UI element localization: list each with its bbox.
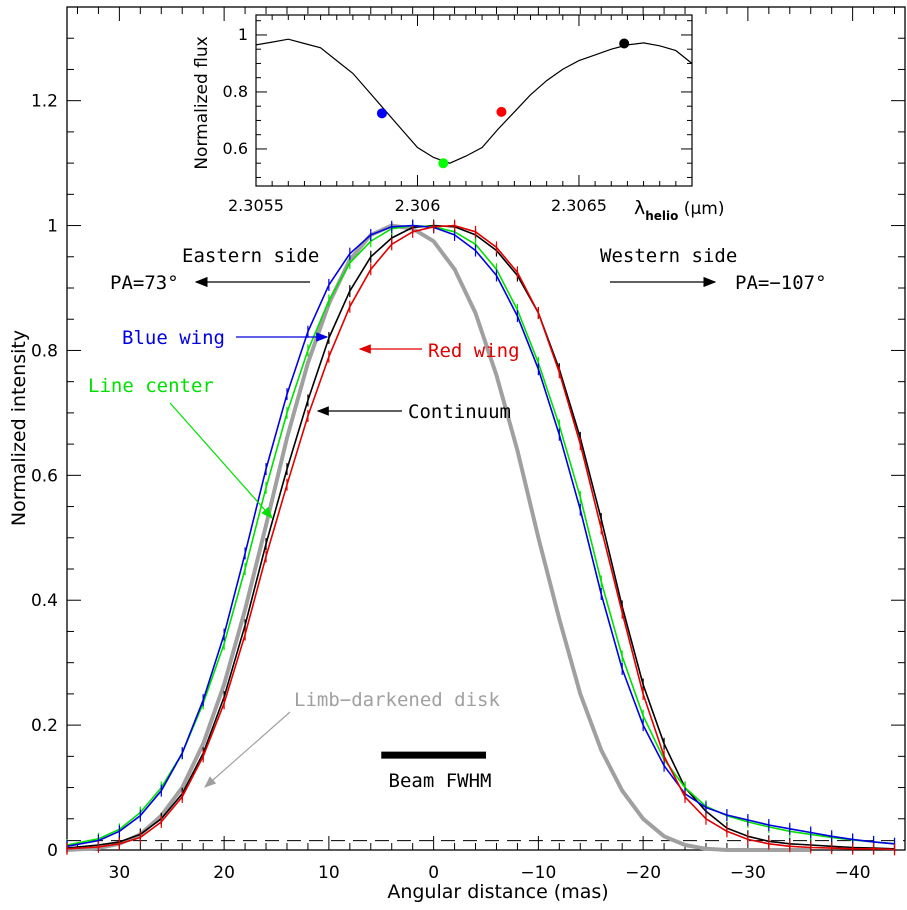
- inset-y-tick-label: 0.8: [223, 82, 248, 101]
- y-tick-label: 0.6: [31, 466, 58, 486]
- x-tick-label: −40: [835, 863, 871, 883]
- inset-x-unit: (μm): [678, 199, 724, 219]
- blue-wing-label: Blue wing: [122, 327, 225, 349]
- x-tick-label: 30: [109, 863, 131, 883]
- line-center-arrow: [169, 402, 273, 519]
- series-continuum: [66, 219, 896, 855]
- inset-x-tick-label: 2.306: [395, 196, 441, 215]
- pa-east-label: PA=73°: [110, 272, 179, 294]
- inset-y-tick-label: 1: [238, 25, 248, 44]
- x-tick-label: 0: [428, 863, 439, 883]
- inset-tick-labels: 2.3055 2.306 2.3065 0.6 0.8 1: [223, 25, 607, 215]
- inset-x-tick-label: 2.3055: [228, 196, 284, 215]
- x-axis-title: Angular distance (mas): [387, 881, 608, 903]
- x-tick-label: 10: [318, 863, 340, 883]
- inset-y-tick-label: 0.6: [223, 139, 248, 158]
- main-series: [66, 219, 896, 856]
- x-tick-label: −10: [520, 863, 556, 883]
- y-tick-label: 0.4: [31, 591, 58, 611]
- beam-fwhm-label: Beam FWHM: [389, 770, 492, 792]
- series-red-wing: [66, 219, 896, 856]
- x-tick-label: 20: [213, 863, 235, 883]
- inset-x-tick-label: 2.3065: [551, 196, 607, 215]
- western-side-label: Western side: [600, 245, 737, 267]
- series-line: [66, 224, 895, 846]
- series-line: [66, 224, 895, 851]
- series-line: [66, 224, 895, 850]
- y-tick-label: 0.8: [31, 341, 58, 361]
- pa-west-label: PA=−107°: [735, 272, 827, 294]
- inset-y-axis-title: Normalized flux: [192, 36, 212, 169]
- line-center-label: Line center: [88, 375, 214, 397]
- series-limb-darkened-disk: [66, 223, 811, 852]
- series-line: [66, 223, 811, 852]
- inset-marker-red-wing: [496, 106, 507, 117]
- inset-marker-blue-wing: [376, 108, 387, 119]
- main-tick-labels: 30 20 10 0 −10 −20 −30 −40 0 0.2 0.4 0.6 0.8 1 1.2: [31, 92, 871, 883]
- y-tick-label: 0.2: [31, 716, 58, 736]
- inset-marker-continuum: [619, 38, 630, 49]
- y-axis-title: Normalized intensity: [8, 330, 30, 526]
- continuum-label: Continuum: [408, 401, 511, 423]
- y-tick-label: 0: [47, 841, 58, 861]
- y-tick-label: 1: [47, 217, 58, 237]
- x-tick-label: −20: [625, 863, 661, 883]
- limb-darkened-label: Limb−darkened disk: [294, 689, 500, 711]
- inset-x-axis-title: λhelio (μm): [634, 197, 724, 223]
- red-wing-label: Red wing: [428, 340, 520, 362]
- inset-spectrum-line: [255, 38, 693, 164]
- inset-x-sub: helio: [645, 209, 678, 223]
- inset-markers: [376, 38, 630, 169]
- series-line: [66, 224, 895, 848]
- limb-darkened-arrow: [204, 711, 291, 788]
- y-tick-label: 1.2: [31, 92, 58, 112]
- inset-axis-ticks: [255, 15, 693, 186]
- plot-frame: [66, 6, 906, 851]
- inset-x-lambda: λ: [634, 197, 645, 219]
- x-tick-label: −30: [730, 863, 766, 883]
- inset-marker-line-center: [438, 158, 449, 169]
- eastern-side-label: Eastern side: [182, 245, 319, 267]
